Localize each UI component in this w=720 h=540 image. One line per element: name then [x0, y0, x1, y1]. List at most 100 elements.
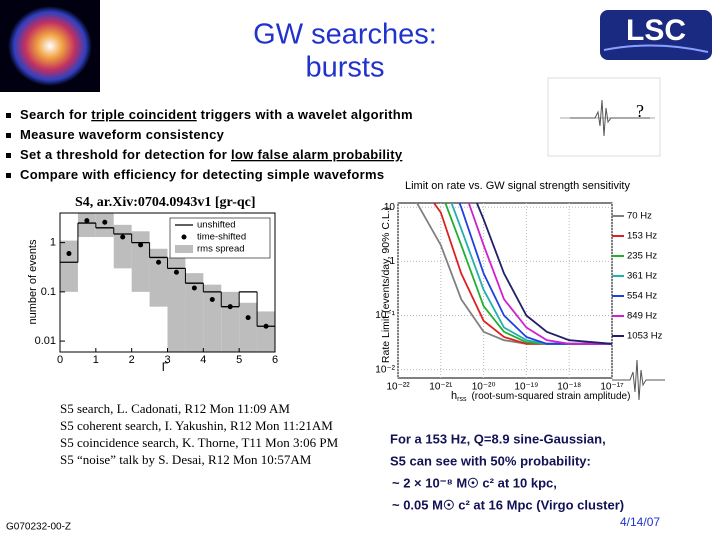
note: ~ 0.05 M☉ c² at 16 Mpc (Virgo cluster)	[392, 497, 624, 512]
talk: S5 search, L. Cadonati, R12 Mon 11:09 AM	[60, 401, 290, 416]
bullet: Search for triple coincident triggers wi…	[20, 107, 413, 122]
legend-label: 849 Hz	[627, 311, 657, 322]
time-shifted-point	[84, 218, 90, 224]
bullet-segment: Measure waveform consistency	[20, 127, 225, 142]
legend-label: 153 Hz	[627, 231, 657, 242]
inset-mark: ?	[636, 101, 644, 121]
bullet-segment: Compare with efficiency for detecting si…	[20, 167, 384, 182]
bullet-marker	[6, 113, 11, 118]
chart-title: S4, ar.Xiv:0704.0943v1 [gr-qc]	[75, 195, 256, 210]
y-axis-label: Rate Limit (events/day, 90% C.L.)	[380, 207, 392, 363]
time-shifted-point	[66, 251, 72, 257]
time-shifted-point	[227, 304, 233, 310]
bullet-marker	[6, 173, 11, 178]
time-shifted-point	[156, 259, 162, 265]
talk: S5 coherent search, I. Yakushin, R12 Mon…	[60, 418, 333, 433]
x-axis-symbol: h	[451, 390, 457, 402]
x-tick-label: 10⁻¹⁷	[600, 382, 624, 393]
y-tick-label: 10⁻²	[375, 364, 395, 375]
bullet-marker	[6, 153, 11, 158]
rms-band	[77, 213, 96, 238]
rms-band	[185, 273, 204, 352]
legend-swatch	[181, 234, 187, 240]
bullet: Compare with efficiency for detecting si…	[20, 167, 384, 182]
time-shifted-point	[191, 285, 197, 291]
y-tick-label: 10	[384, 202, 396, 213]
legend-label: 554 Hz	[627, 291, 657, 302]
rms-band	[203, 284, 222, 352]
y-tick-label: 0.1	[41, 286, 56, 298]
x-tick-label: 5	[236, 354, 242, 366]
rate-curve	[467, 203, 612, 345]
time-shifted-point	[209, 296, 215, 302]
y-axis-label: number of events	[27, 239, 39, 324]
bullet-segment: triggers with a wavelet algorithm	[197, 107, 413, 122]
x-tick-label: 10⁻²²	[386, 382, 410, 393]
plot-frame	[397, 202, 613, 379]
legend-label: unshifted	[197, 220, 236, 231]
x-axis-label: Γ	[162, 360, 169, 374]
bullet-marker	[6, 133, 11, 138]
x-axis-text: (root-sum-squared strain amplitude)	[471, 391, 630, 402]
note: For a 153 Hz, Q=8.9 sine-Gaussian,	[390, 431, 606, 446]
time-shifted-point	[173, 269, 179, 275]
talk-list: S5 search, L. Cadonati, R12 Mon 11:09 AM…	[60, 401, 339, 467]
inset-waveform-2	[612, 359, 665, 401]
bullet-segment: triple coincident	[91, 107, 197, 122]
rms-band	[167, 257, 186, 352]
bullet-segment: Set a threshold for detection for	[20, 147, 231, 162]
rms-band	[221, 291, 240, 352]
x-tick-label: 10⁻²⁰	[472, 382, 496, 393]
y-tick-label: 1	[50, 237, 56, 249]
x-tick-label: 2	[129, 354, 135, 366]
rms-band	[131, 231, 150, 292]
x-tick-label: 10⁻¹⁸	[557, 382, 581, 393]
time-shifted-point	[138, 242, 144, 248]
rate-curve	[475, 203, 612, 345]
rms-band	[239, 302, 258, 352]
x-tick-label: 10⁻¹⁹	[514, 382, 538, 393]
bullet-segment: Search for	[20, 107, 91, 122]
y-tick-label: 1	[389, 256, 395, 267]
bullet-segment: low false alarm probability	[231, 147, 403, 162]
legend-label: 1053 Hz	[627, 331, 663, 342]
plot-area	[60, 213, 275, 352]
x-axis-label: hrss (root-sum-squared strain amplitude)	[451, 390, 630, 403]
histogram-chart: S4, ar.Xiv:0704.0943v1 [gr-qc] 0 1 2 3 4 5 6 0.0…	[27, 195, 278, 374]
inset-waveform: ?	[547, 77, 661, 157]
time-shifted-point	[263, 323, 269, 329]
x-tick-label: 10⁻²¹	[429, 382, 453, 393]
time-shifted-point	[245, 315, 251, 321]
nebula	[8, 6, 92, 86]
rms-band	[257, 311, 275, 352]
date: 4/14/07	[620, 515, 660, 529]
title-line: GW searches:	[253, 19, 437, 51]
bullet: Measure waveform consistency	[20, 127, 225, 142]
legend-label: 235 Hz	[627, 251, 657, 262]
caption: Limit on rate vs. GW signal strength sen…	[405, 180, 630, 192]
x-tick-label: 0	[57, 354, 63, 366]
title-line: bursts	[306, 52, 385, 84]
x-tick-label: 3	[164, 354, 170, 366]
rate-limit-chart: 10⁻²² 10⁻²¹ 10⁻²⁰ 10⁻¹⁹ 10⁻¹⁸ 10⁻¹⁷ 10⁻² 10⁻¹ 1 1…	[375, 202, 663, 403]
x-tick-label: 1	[93, 354, 99, 366]
talk: S5 “noise” talk by S. Desai, R12 Mon 10:…	[60, 452, 312, 467]
note: ~ 2 × 10⁻⁸ M☉ c² at 10 kpc,	[392, 475, 557, 490]
rate-curve	[458, 203, 612, 345]
legend-label: 70 Hz	[627, 211, 652, 222]
logo: LSC	[600, 10, 712, 60]
rms-band	[113, 224, 132, 269]
logo-text: LSC	[626, 14, 686, 47]
y-tick-label: 0.01	[35, 335, 56, 347]
legend-label: time-shifted	[197, 232, 246, 243]
sensitivity-notes: For a 153 Hz, Q=8.9 sine-Gaussian, S5 can…	[390, 431, 624, 512]
note: S5 can see with 50% probability:	[390, 453, 591, 468]
x-axis-subscript: rss	[457, 396, 467, 403]
rms-band	[149, 248, 168, 307]
time-shifted-point	[120, 234, 126, 240]
x-tick-label: 6	[272, 354, 278, 366]
time-shifted-point	[102, 219, 108, 225]
bullet-list: Search for triple coincident triggers wi…	[6, 107, 413, 182]
